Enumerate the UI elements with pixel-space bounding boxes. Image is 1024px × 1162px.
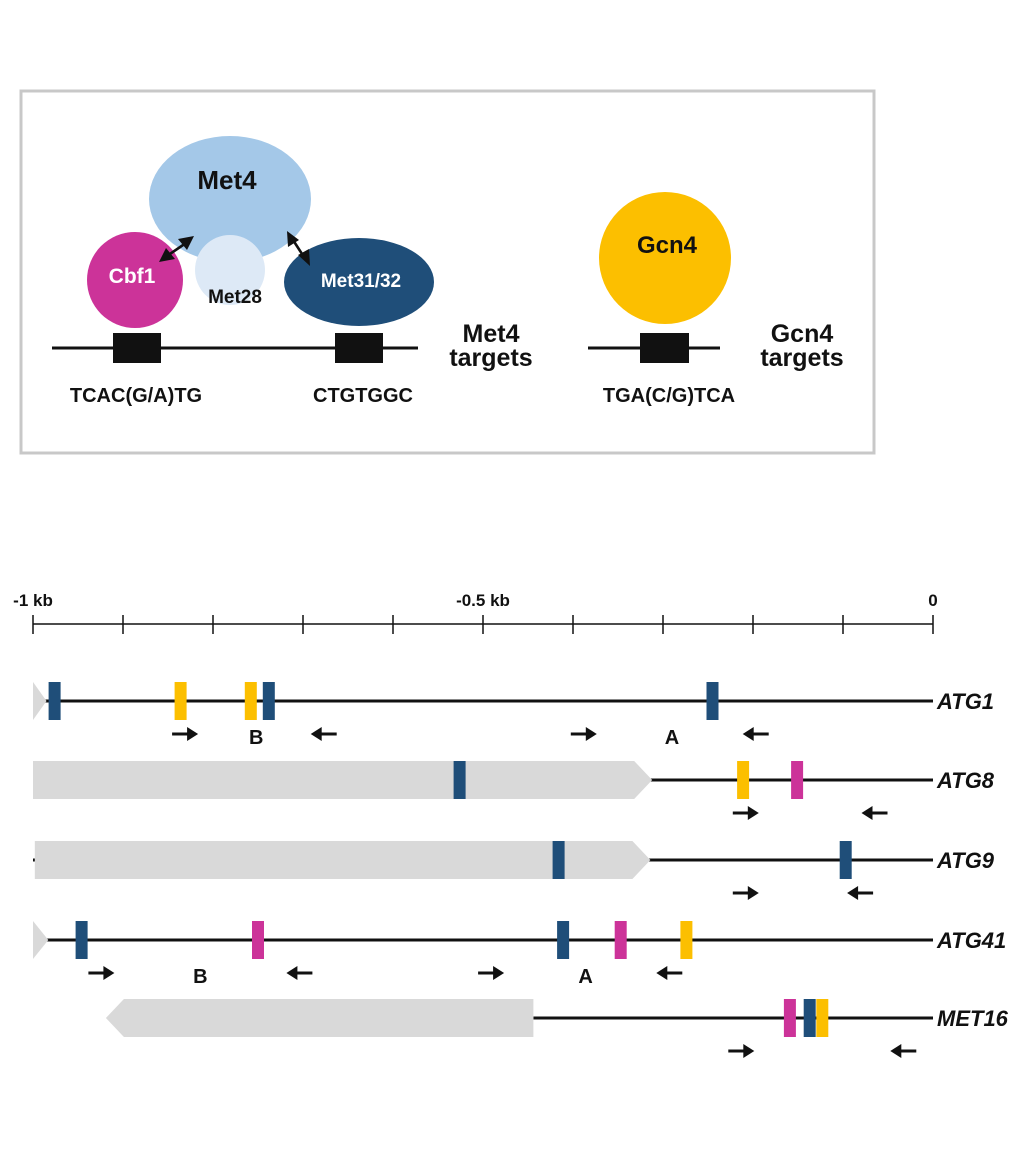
- met31-32-site: [453, 761, 466, 799]
- promoter-track-atg8: ATG8: [33, 761, 995, 820]
- met4-targets-label-line1: Met4: [463, 320, 520, 348]
- amplicon-label-a: A: [578, 966, 592, 988]
- gcn4-site: [816, 999, 829, 1037]
- scale-left-label: -1 kb: [13, 591, 53, 610]
- amplicon-label-b: B: [249, 727, 263, 749]
- amplicon-label-a: A: [665, 727, 679, 749]
- primer-arrow-head: [847, 886, 859, 900]
- primer-arrow-head: [890, 1044, 902, 1058]
- neighbor-gene-body: [34, 841, 651, 879]
- met31-32-ellipse: [284, 238, 434, 326]
- cbf1-met4-interaction-arrow: [159, 236, 194, 262]
- scale-ticks: [32, 615, 934, 634]
- met4-complex: Met4 Cbf1 Met28 Met31/32 Met4 targets TC…: [52, 136, 533, 407]
- primer-arrow-head: [585, 727, 597, 741]
- scale-mid-label: -0.5 kb: [456, 591, 510, 610]
- met28-circle: [195, 235, 265, 305]
- gcn4-site: [244, 682, 257, 720]
- primer-arrow-head: [286, 966, 298, 980]
- met31-32-site: [262, 682, 275, 720]
- primer-arrow-head: [493, 966, 505, 980]
- gcn4-label: Gcn4: [637, 232, 698, 259]
- cbf1-binding-box: [113, 333, 161, 363]
- gene-name: MET16: [937, 1006, 1009, 1031]
- promoter-track-met16: MET16: [105, 999, 1009, 1058]
- met31-32-site: [552, 841, 565, 879]
- met31-32-site: [48, 682, 61, 720]
- met31-32-site: [803, 999, 816, 1037]
- met31-32-binding-box: [335, 333, 383, 363]
- met31-32-site: [75, 921, 88, 959]
- primer-arrow-head: [103, 966, 115, 980]
- gcn4-circle: [599, 192, 731, 324]
- met31-32-motif: CTGTGGC: [313, 385, 413, 407]
- met31-32-site: [706, 682, 719, 720]
- met4-targets-label-line2: targets: [449, 344, 532, 372]
- cbf1-site: [614, 921, 627, 959]
- primer-arrow-head: [310, 727, 322, 741]
- legend-box: Met4 Cbf1 Met28 Met31/32 Met4 targets TC…: [19, 89, 876, 455]
- gcn4-complex: Gcn4 Gcn4 targets TGA(C/G)TCA: [588, 192, 844, 407]
- gcn4-binding-box: [640, 333, 689, 363]
- met31-32-site: [839, 841, 852, 879]
- met4-met31-32-interaction-arrow: [287, 231, 310, 266]
- primer-arrow-head: [742, 727, 754, 741]
- met31-32-site: [557, 921, 570, 959]
- gcn4-site: [680, 921, 693, 959]
- cbf1-site: [783, 999, 796, 1037]
- gcn4-motif: TGA(C/G)TCA: [603, 385, 735, 407]
- scale-right-label: 0: [928, 591, 937, 610]
- promoter-tracks: B A ATG1 ATG8 ATG9 B A ATG41 MET16: [33, 682, 1009, 1058]
- cbf1-site: [252, 921, 264, 959]
- gcn4-site: [174, 682, 187, 720]
- gene-name: ATG41: [936, 928, 1006, 953]
- primer-arrow-head: [656, 966, 668, 980]
- neighbor-gene-body: [33, 682, 47, 720]
- gene-name: ATG1: [936, 689, 994, 714]
- met4-ellipse: [149, 136, 311, 262]
- gene-name: ATG8: [936, 768, 995, 793]
- primer-arrow-head: [743, 1044, 755, 1058]
- scale-bar: -1 kb -0.5 kb 0: [13, 591, 938, 634]
- gcn4-targets-label-line2: targets: [760, 344, 843, 372]
- cbf1-site: [791, 761, 804, 799]
- gene-name: ATG9: [936, 848, 995, 873]
- met28-label: Met28: [208, 287, 262, 308]
- neighbor-gene-body: [33, 761, 653, 799]
- primer-arrow-head: [187, 727, 199, 741]
- neighbor-gene-body: [33, 921, 49, 959]
- cbf1-motif: TCAC(G/A)TG: [70, 385, 202, 407]
- primer-arrow-head: [861, 806, 873, 820]
- primer-arrow-head: [747, 886, 759, 900]
- promoter-track-atg41: B A ATG41: [33, 921, 1006, 988]
- met31-32-label: Met31/32: [321, 271, 401, 292]
- cbf1-label: Cbf1: [109, 265, 156, 288]
- gcn4-site: [737, 761, 750, 799]
- gcn4-targets-label-line1: Gcn4: [771, 320, 834, 348]
- amplicon-label-b: B: [193, 966, 207, 988]
- promoter-track-atg1: B A ATG1: [33, 682, 994, 749]
- promoter-track-atg9: ATG9: [33, 841, 995, 900]
- neighbor-gene-body: [105, 999, 534, 1037]
- cbf1-circle: [87, 232, 183, 328]
- met4-label: Met4: [197, 165, 257, 195]
- primer-arrow-head: [747, 806, 759, 820]
